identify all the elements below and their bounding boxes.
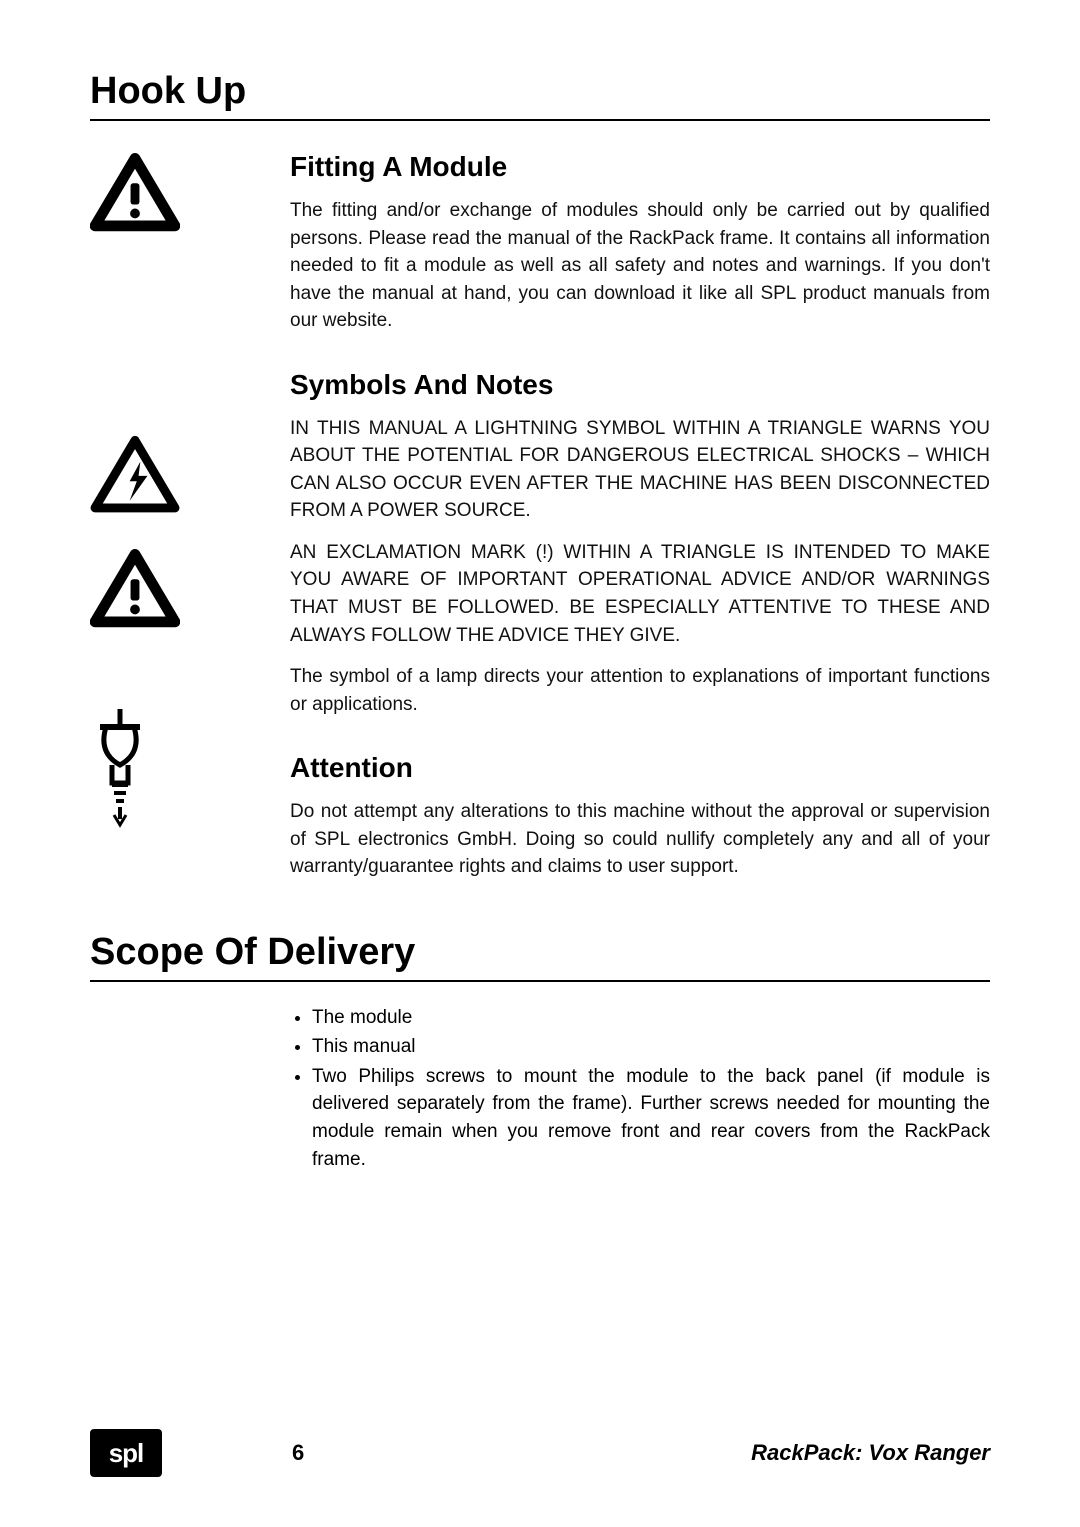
icon-col	[90, 415, 290, 520]
list-item: Two Philips screws to mount the module t…	[312, 1063, 990, 1173]
symbols-heading: Symbols And Notes	[290, 369, 990, 401]
page-title: Hook Up	[90, 70, 990, 121]
lightning-text: IN THIS MANUAL A LIGHTNING SYMBOL WITHIN…	[290, 415, 990, 525]
list-item: This manual	[312, 1033, 990, 1061]
icon-col	[90, 539, 290, 634]
content-col: The symbol of a lamp directs your attent…	[290, 663, 990, 881]
icon-col	[90, 663, 290, 838]
warning-triangle-icon	[90, 153, 180, 233]
exclam-text: AN EXCLAMATION MARK (!) WITHIN A TRIANGL…	[290, 539, 990, 649]
scope-list-wrap: The module This manual Two Philips screw…	[290, 1004, 990, 1173]
content-col: Fitting A Module The fitting and/or exch…	[290, 151, 990, 335]
content-col: AN EXCLAMATION MARK (!) WITHIN A TRIANGL…	[290, 539, 990, 649]
footer-product: RackPack: Vox Ranger	[751, 1440, 990, 1466]
section-fitting: Fitting A Module The fitting and/or exch…	[90, 151, 990, 335]
icon-col	[90, 151, 290, 238]
footer: spl 6 RackPack: Vox Ranger	[90, 1429, 990, 1477]
content-col: IN THIS MANUAL A LIGHTNING SYMBOL WITHIN…	[290, 415, 990, 525]
section-lamp-attention: The symbol of a lamp directs your attent…	[90, 663, 990, 881]
section-lightning: IN THIS MANUAL A LIGHTNING SYMBOL WITHIN…	[90, 415, 990, 525]
lamp-text: The symbol of a lamp directs your attent…	[290, 663, 990, 718]
scope-list: The module This manual Two Philips screw…	[290, 1004, 990, 1173]
warning-triangle-icon	[90, 549, 180, 629]
lamp-icon	[90, 703, 150, 833]
lightning-triangle-icon	[90, 435, 180, 515]
footer-page-number: 6	[292, 1440, 304, 1466]
scope-heading: Scope Of Delivery	[90, 931, 990, 982]
symbols-heading-wrap: Symbols And Notes	[290, 369, 990, 401]
fitting-heading: Fitting A Module	[290, 151, 990, 183]
list-item: The module	[312, 1004, 990, 1032]
section-exclam: AN EXCLAMATION MARK (!) WITHIN A TRIANGL…	[90, 539, 990, 649]
fitting-body: The fitting and/or exchange of modules s…	[290, 197, 990, 335]
attention-heading: Attention	[290, 752, 990, 784]
spl-logo: spl	[90, 1429, 162, 1477]
attention-body: Do not attempt any alterations to this m…	[290, 798, 990, 881]
